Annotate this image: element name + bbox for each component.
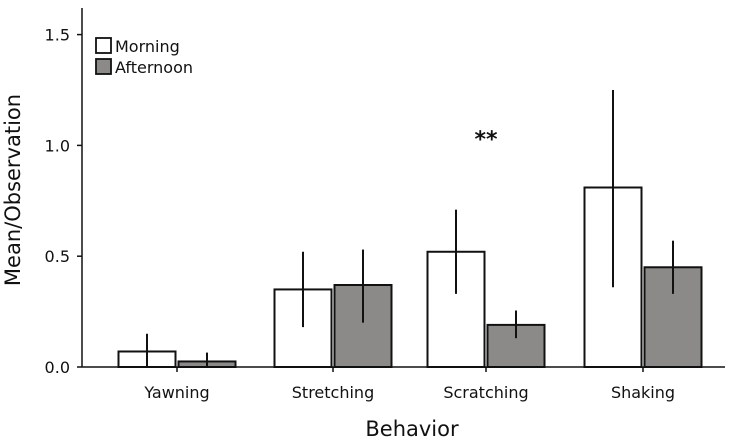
axes: 0.0 0.5 1.0 1.5 Yawning Stretching Scratching S… [45, 8, 725, 402]
legend-label-morning: Morning [115, 37, 180, 56]
axis-labels: Behavior Mean/Observation [1, 94, 459, 441]
plot-area [117, 89, 703, 368]
y-tick-label: 1.0 [45, 136, 70, 155]
x-tick-label-shaking: Shaking [611, 383, 675, 402]
legend-label-afternoon: Afternoon [115, 58, 193, 77]
y-tick-label: 0.5 [45, 247, 70, 266]
legend-swatch-morning [95, 37, 112, 54]
x-axis-title: Behavior [365, 417, 459, 441]
x-tick-label-yawning: Yawning [143, 383, 209, 402]
bar-afternoon-stretching [333, 284, 393, 368]
y-tick-label: 0.0 [45, 358, 70, 377]
annotations: ** [474, 128, 498, 153]
x-tick-label-stretching: Stretching [292, 383, 374, 402]
significance-annotation: ** [474, 128, 498, 153]
legend: Morning Afternoon [95, 37, 193, 77]
legend-swatch-afternoon [95, 58, 112, 75]
y-tick-label: 1.5 [45, 26, 70, 45]
x-tick-label-scratching: Scratching [443, 383, 528, 402]
y-axis-title: Mean/Observation [1, 94, 25, 286]
